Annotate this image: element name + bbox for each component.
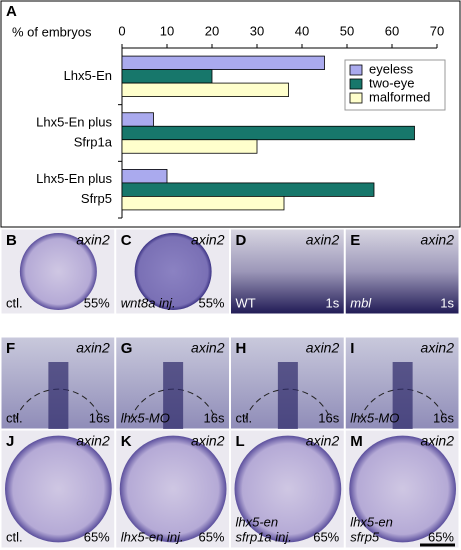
panel-letter: G: [121, 340, 133, 357]
legend-swatch: [349, 92, 363, 104]
stat-label: 55%: [84, 295, 110, 310]
condition-label: lhx5-en inj.: [121, 529, 184, 544]
condition-label: lhx5-en: [350, 514, 393, 529]
panel-letter: H: [236, 340, 247, 357]
stat-label: 65%: [84, 529, 110, 544]
stat-label: 16s: [204, 410, 225, 425]
stat-label: 55%: [198, 295, 224, 310]
y-tick-label: Lhx5-En: [64, 68, 112, 83]
condition-label: ctl.: [6, 295, 23, 310]
condition-label: ctl.: [236, 410, 253, 425]
panel-letter: I: [350, 340, 354, 357]
gene-label: axin2: [306, 232, 340, 248]
panel-letter: A: [6, 3, 17, 20]
stain: [277, 362, 298, 429]
legend-swatch: [349, 64, 363, 76]
legend-label: two-eye: [369, 75, 415, 90]
condition-label: sfrp5: [350, 529, 380, 544]
embryo: [119, 435, 227, 543]
panel-letter: L: [236, 433, 245, 450]
bar: [121, 125, 415, 141]
condition-label: ctl.: [6, 410, 23, 425]
panel-letter: E: [350, 232, 360, 249]
stain: [163, 362, 184, 429]
bar: [121, 112, 154, 127]
gene-label: axin2: [421, 232, 455, 248]
stat-label: 1s: [326, 295, 340, 310]
embryo: [349, 435, 456, 543]
condition-label: WT: [236, 295, 256, 310]
bar: [121, 55, 325, 70]
y-tick-label: Lhx5-En plus: [36, 171, 112, 186]
panel-letter: C: [121, 232, 132, 249]
stat-label: 65%: [428, 529, 454, 544]
panel-letter: B: [6, 232, 17, 249]
image-panel: [344, 228, 460, 315]
gene-label: axin2: [421, 340, 455, 356]
stat-label: 65%: [313, 529, 339, 544]
bar: [121, 169, 168, 184]
gene-label: axin2: [306, 340, 340, 356]
x-tick-label: 50: [340, 23, 354, 38]
stain: [48, 362, 69, 429]
x-tick-label: 20: [205, 23, 219, 38]
gene-label: axin2: [76, 340, 110, 356]
bar: [121, 196, 285, 211]
gene-label: axin2: [191, 232, 225, 248]
x-tick-label: 10: [160, 23, 174, 38]
bar: [121, 139, 258, 154]
panel-letter: F: [6, 340, 15, 357]
embryo: [19, 233, 97, 310]
condition-label: lhx5-en: [236, 514, 279, 529]
x-tick-label: 30: [250, 23, 264, 38]
x-axis-label: % of embryos: [12, 24, 92, 39]
condition-label: ctl.: [6, 529, 23, 544]
legend-label: malformed: [369, 89, 430, 104]
condition-label: lhx5-MO: [350, 410, 399, 425]
panel-letter: M: [350, 433, 363, 450]
y-tick-label: Lhx5-En plus: [36, 114, 112, 129]
x-tick-label: 60: [385, 23, 399, 38]
gene-label: axin2: [191, 340, 225, 356]
stat-label: 16s: [89, 410, 110, 425]
embryo: [234, 435, 342, 543]
bar: [121, 182, 375, 197]
gene-label: axin2: [421, 433, 455, 449]
bar: [121, 82, 289, 97]
panel-letter: D: [236, 232, 247, 249]
gene-label: axin2: [76, 433, 110, 449]
y-tick-label: Sfrp5: [81, 191, 112, 206]
stat-label: 16s: [318, 410, 339, 425]
x-tick-label: 70: [430, 23, 444, 38]
gene-label: axin2: [191, 433, 225, 449]
legend-swatch: [349, 78, 363, 90]
condition-label: wnt8a inj.: [121, 295, 176, 310]
panel-letter: K: [121, 433, 132, 450]
x-tick-label: 40: [295, 23, 309, 38]
bar: [121, 69, 213, 84]
gene-label: axin2: [76, 232, 110, 248]
panel-letter: J: [6, 433, 14, 450]
stat-label: 65%: [198, 529, 224, 544]
condition-label: lhx5-MO: [121, 410, 170, 425]
stat-label: 16s: [433, 410, 454, 425]
condition-label: sfrp1a inj.: [236, 529, 292, 544]
gene-label: axin2: [306, 433, 340, 449]
legend-label: eyeless: [369, 61, 414, 76]
stat-label: 1s: [440, 295, 454, 310]
condition-label: mbl: [350, 295, 372, 310]
embryo: [5, 435, 112, 543]
x-tick-label: 0: [118, 23, 125, 38]
stain: [392, 362, 413, 429]
y-tick-label: Sfrp1a: [74, 134, 113, 149]
embryo: [134, 233, 212, 310]
panel-frame: [0, 0, 461, 228]
image-panel: [230, 228, 345, 315]
